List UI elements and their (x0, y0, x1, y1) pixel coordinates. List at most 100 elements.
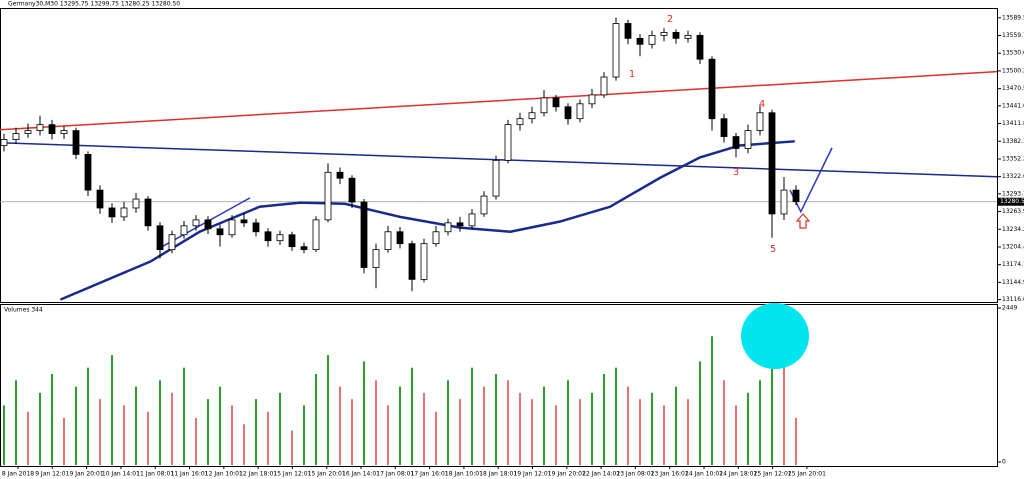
y-tick-label: 13530.00 (1002, 50, 1024, 57)
price-area (0, 17, 997, 301)
y-tick-label: 13559.75 (1002, 32, 1024, 39)
y-tick-label: 13411.85 (1002, 120, 1024, 127)
candle-body (480, 195, 488, 215)
highlight-ellipse (741, 303, 809, 369)
candle-body (432, 231, 440, 245)
candle-body (24, 130, 32, 134)
candle-body (228, 219, 236, 236)
candle-body (540, 97, 548, 114)
candle-body (528, 112, 536, 120)
candle-body (108, 207, 116, 218)
candle-body (420, 243, 428, 280)
y-tick-label: 13204.45 (1002, 243, 1024, 250)
y2-tick-label: 0 (1002, 459, 1006, 466)
candle-body (60, 130, 68, 134)
y-tick-label: 13234.20 (1002, 226, 1024, 233)
candle-body (624, 23, 632, 39)
header: Germany30,M30 13295.75 13299.75 13280.25… (8, 1, 180, 8)
wave-label: 1 (629, 69, 635, 80)
candle-body (324, 171, 332, 221)
x-tick-label: 23 Jan 08:01 (616, 471, 654, 478)
candle-body (84, 154, 92, 191)
volume-area (3, 308, 797, 465)
x-tick-label: 11 Jan 16:01 (171, 471, 209, 478)
current-price-label: 13280.50 (1000, 198, 1024, 205)
y-tick-label: 13441.60 (1002, 102, 1024, 109)
y-tick-label: 13293.70 (1002, 190, 1024, 197)
x-tick-label: 12 Jan 10:01 (205, 471, 243, 478)
candle-body (384, 231, 392, 251)
candle-body (132, 198, 140, 209)
x-tick-label: 17 Jan 08:01 (376, 471, 414, 478)
candle-body (768, 112, 776, 215)
x-tick-label: 19 Jan 12:01 (514, 471, 552, 478)
x-tick-label: 23 Jan 16:01 (651, 471, 689, 478)
x-tick-label: 18 Jan 18:01 (479, 471, 517, 478)
candle-body (48, 124, 56, 134)
candle-body (252, 222, 260, 233)
candle-body (0, 139, 8, 146)
y-tick-label: 13116.00 (1002, 296, 1024, 303)
axes: 13589.55 13559.75 13530.00 13500.25 13470.50… (2, 14, 1024, 478)
candle-body (444, 222, 452, 233)
current-price-box (998, 197, 1024, 206)
y-tick-label: 13144.95 (1002, 279, 1024, 286)
candle-body (600, 76, 608, 96)
candle-body (144, 198, 152, 227)
x-tick-label: 9 Jan 12:01 (35, 471, 69, 478)
y-tick-label: 13322.60 (1002, 173, 1024, 180)
wave-label: 3 (733, 167, 739, 178)
volume-title: Volumes 344 (4, 307, 43, 314)
x-tick-label: 18 Jan 10:01 (445, 471, 483, 478)
candle-body (96, 189, 104, 209)
candle-body (456, 222, 464, 227)
candle-body (312, 219, 320, 251)
candle-body (168, 234, 176, 251)
y2-tick-label: 2449 (1002, 305, 1017, 312)
candle-body (720, 118, 728, 137)
trend-line (0, 70, 997, 131)
candle-body (648, 34, 656, 45)
candle-body (336, 171, 344, 179)
candle-body (204, 219, 212, 230)
candle-body (468, 213, 476, 227)
x-tick-label: 19 Jan 20:01 (548, 471, 586, 478)
candle-body (240, 219, 248, 224)
x-tick-label: 10 Jan 14:01 (102, 471, 140, 478)
candle-body (288, 234, 296, 248)
candle-body (684, 34, 692, 39)
candle-body (660, 32, 668, 36)
candle-body (36, 124, 44, 131)
candle-body (576, 103, 584, 120)
x-tick-label: 17 Jan 16:01 (411, 471, 449, 478)
wave-label: 2 (667, 14, 673, 25)
x-tick-label: 15 Jan 12:01 (273, 471, 311, 478)
candle-body (180, 225, 188, 236)
candle-body (348, 177, 356, 203)
candle-body (552, 97, 560, 108)
candle-body (276, 234, 284, 242)
candle-body (156, 225, 164, 251)
candle-body (396, 231, 404, 245)
wave-label: 5 (770, 244, 776, 255)
candle-body (696, 34, 704, 60)
candle-body (192, 219, 200, 227)
candle-body (564, 106, 572, 120)
candle-body (492, 159, 500, 197)
candle-body (12, 133, 20, 140)
candle-body (744, 130, 752, 149)
x-tick-label: 11 Jan 08:01 (136, 471, 174, 478)
y-tick-label: 13382.10 (1002, 138, 1024, 145)
candle-body (780, 189, 788, 215)
candle-body (504, 124, 512, 161)
candle-body (300, 246, 308, 251)
x-tick-label: 9 Jan 20:01 (70, 471, 104, 478)
candle-body (372, 249, 380, 268)
candle-body (612, 23, 620, 78)
y-tick-label: 13500.25 (1002, 67, 1024, 74)
candle-body (732, 136, 740, 149)
candle-body (72, 130, 80, 155)
x-tick-label: 16 Jan 14:01 (342, 471, 380, 478)
x-tick-label: 8 Jan 2018 (2, 471, 34, 478)
